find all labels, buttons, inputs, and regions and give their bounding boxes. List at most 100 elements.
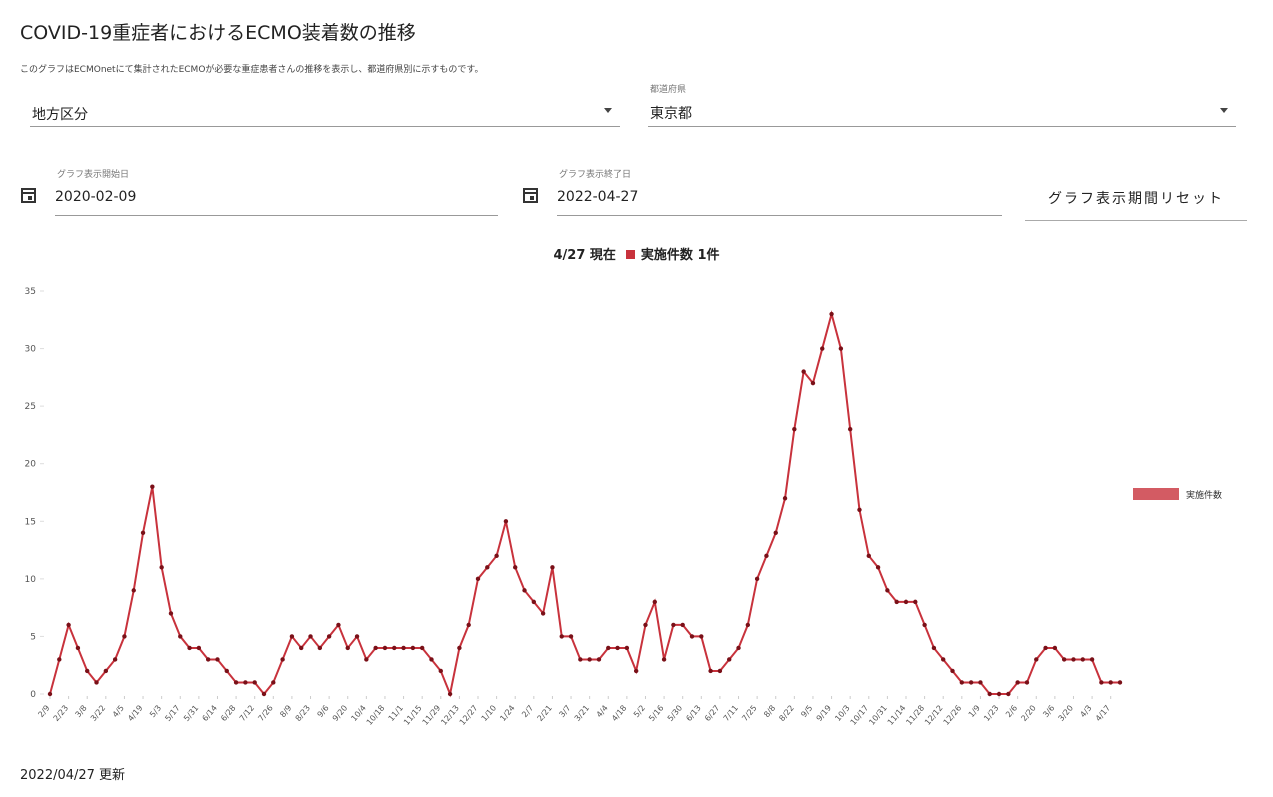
x-tick-label: 6/27	[703, 704, 721, 724]
data-point	[745, 622, 751, 628]
data-point	[652, 599, 657, 605]
data-point	[494, 553, 499, 559]
x-tick-label: 6/13	[684, 704, 702, 724]
data-point	[233, 680, 239, 685]
data-point	[559, 634, 564, 639]
data-point	[866, 553, 871, 559]
data-point	[364, 657, 369, 662]
reset-button[interactable]: グラフ表示期間リセット	[1025, 178, 1247, 221]
x-tick-label: 10/31	[867, 704, 889, 727]
calendar-icon	[523, 188, 538, 203]
x-tick-label: 5/31	[182, 704, 200, 724]
dropdown-arrow	[1220, 108, 1228, 113]
prefecture-select[interactable]: 都道府県 東京都	[648, 82, 1236, 127]
data-point	[392, 645, 397, 651]
x-tick-label: 4/18	[610, 704, 628, 724]
data-point	[419, 645, 425, 651]
data-point	[1099, 680, 1104, 685]
x-tick-label: 2/20	[1019, 704, 1037, 724]
x-tick-label: 8/23	[294, 704, 312, 724]
y-tick-label: 10	[25, 575, 37, 585]
legend-swatch	[1133, 488, 1179, 500]
x-tick-label: 11/28	[904, 704, 926, 727]
x-tick-label: 7/26	[256, 704, 274, 724]
data-point	[903, 599, 909, 605]
end-date-field[interactable]: グラフ表示終了日 2022-04-27	[557, 165, 1002, 216]
summary-swatch	[625, 250, 635, 259]
data-point	[503, 519, 509, 524]
x-tick-label: 7/12	[238, 704, 256, 724]
x-tick-label: 5/30	[666, 704, 684, 724]
data-point	[615, 645, 620, 651]
page-title: COVID-19重症者におけるECMO装着数の推移	[20, 22, 416, 44]
end-date-value: 2022-04-27	[557, 189, 639, 205]
data-point	[680, 622, 685, 628]
data-point	[215, 657, 220, 662]
data-point	[308, 634, 313, 639]
data-point	[950, 668, 955, 674]
start-date-field[interactable]: グラフ表示開始日 2020-02-09	[55, 165, 498, 216]
data-point	[792, 426, 797, 432]
x-tick-label: 6/28	[219, 704, 237, 724]
x-tick-label: 2/23	[52, 704, 70, 724]
data-point	[336, 622, 341, 628]
data-point	[941, 657, 946, 662]
y-tick-label: 0	[30, 690, 36, 700]
x-tick-label: 5/17	[163, 704, 181, 724]
data-point	[466, 622, 471, 628]
data-point	[373, 645, 378, 651]
data-point	[540, 611, 546, 616]
x-tick-label: 5/3	[148, 704, 163, 720]
x-tick-label: 12/12	[923, 704, 945, 727]
data-point	[727, 657, 732, 662]
data-point	[410, 645, 416, 651]
data-point	[578, 657, 583, 662]
data-point	[1080, 657, 1085, 662]
data-point	[764, 553, 769, 559]
data-point	[624, 645, 630, 651]
x-tick-label: 10/17	[849, 704, 871, 727]
data-point	[1024, 680, 1030, 685]
prefecture-value: 東京都	[650, 106, 692, 122]
x-tick-label: 9/19	[815, 704, 833, 724]
x-tick-label: 6/14	[201, 704, 219, 724]
data-point	[1089, 657, 1095, 662]
x-tick-label: 2/9	[36, 704, 51, 720]
data-point	[112, 657, 118, 662]
data-point	[699, 634, 704, 639]
prefecture-label: 都道府県	[650, 85, 687, 95]
x-tick-label: 11/29	[421, 704, 443, 727]
start-date-label: グラフ表示開始日	[57, 170, 130, 180]
data-point	[94, 680, 99, 685]
data-point	[568, 634, 574, 639]
x-tick-label: 4/3	[1078, 704, 1093, 720]
start-date-value: 2020-02-09	[55, 189, 137, 205]
data-point	[875, 565, 881, 570]
x-tick-label: 1/24	[498, 704, 516, 724]
data-point	[550, 565, 555, 570]
legend-label: 実施件数	[1186, 489, 1222, 501]
x-tick-label: 12/27	[458, 704, 480, 727]
y-tick-label: 30	[25, 345, 37, 355]
region-select[interactable]: 地方区分	[30, 96, 620, 127]
data-point	[401, 645, 406, 651]
x-tick-label: 3/21	[573, 704, 591, 724]
x-tick-label: 3/22	[89, 704, 107, 724]
data-point	[122, 634, 127, 639]
data-point	[150, 484, 155, 489]
data-point	[513, 565, 518, 570]
y-tick-label: 25	[25, 402, 36, 412]
data-point	[447, 691, 453, 697]
data-point	[987, 691, 992, 697]
data-point	[438, 668, 443, 674]
data-point	[801, 369, 806, 374]
data-point	[587, 657, 592, 662]
data-point	[159, 565, 164, 570]
x-tick-label: 4/4	[595, 704, 610, 720]
data-point	[968, 680, 974, 685]
x-tick-label: 7/11	[722, 704, 740, 724]
data-point	[66, 622, 71, 628]
data-point	[829, 311, 834, 317]
